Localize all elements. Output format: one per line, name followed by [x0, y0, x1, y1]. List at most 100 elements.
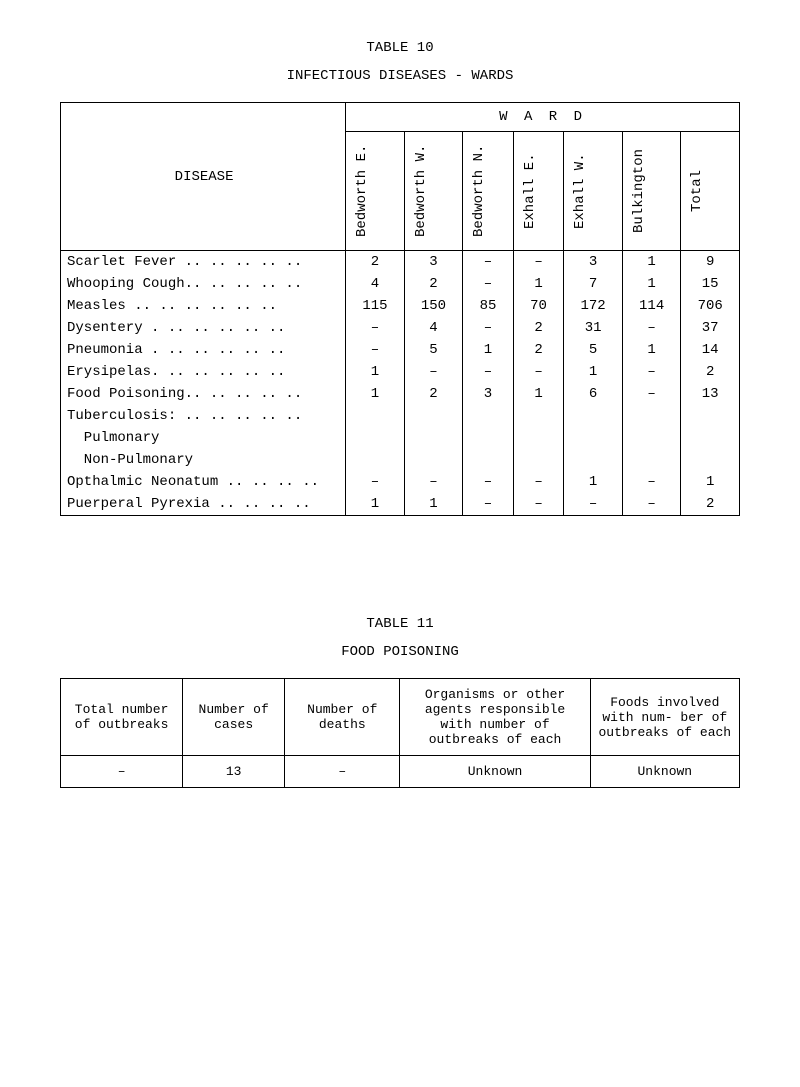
cell: –	[513, 361, 564, 383]
cell: –	[346, 339, 405, 361]
cell: Unknown	[400, 756, 590, 788]
disease-name: Pneumonia . .. .. .. .. ..	[61, 339, 346, 361]
disease-name: Puerperal Pyrexia .. .. .. ..	[61, 493, 346, 516]
cell: 2	[681, 361, 740, 383]
table-row: – 13 – Unknown Unknown	[61, 756, 740, 788]
cell: 115	[346, 295, 405, 317]
cell: 1	[622, 339, 681, 361]
cell: 37	[681, 317, 740, 339]
cell: 5	[564, 339, 623, 361]
table-row: Erysipelas. .. .. .. .. .. 1 – – – 1 – 2	[61, 361, 740, 383]
cell	[622, 405, 681, 427]
cell: 3	[404, 251, 463, 274]
table10-title: TABLE 10	[60, 40, 740, 56]
cell: –	[622, 493, 681, 516]
cell: 2	[404, 273, 463, 295]
cell	[513, 449, 564, 471]
t11-header-foods: Foods involved with num- ber of outbreak…	[590, 679, 739, 756]
disease-name: Opthalmic Neonatum .. .. .. ..	[61, 471, 346, 493]
cell: 2	[681, 493, 740, 516]
cell	[513, 405, 564, 427]
t11-header-deaths: Number of deaths	[285, 679, 400, 756]
cell: –	[622, 317, 681, 339]
disease-name: Measles .. .. .. .. .. ..	[61, 295, 346, 317]
cell	[463, 449, 514, 471]
cell: 2	[404, 383, 463, 405]
disease-name: Food Poisoning.. .. .. .. ..	[61, 383, 346, 405]
table11-subtitle: FOOD POISONING	[60, 644, 740, 660]
cell: 4	[346, 273, 405, 295]
cell: 3	[463, 383, 514, 405]
cell: 706	[681, 295, 740, 317]
cell	[564, 449, 623, 471]
cell: –	[513, 493, 564, 516]
cell	[513, 427, 564, 449]
cell: 114	[622, 295, 681, 317]
cell: –	[622, 361, 681, 383]
cell	[564, 405, 623, 427]
cell: –	[513, 251, 564, 274]
cell: 85	[463, 295, 514, 317]
cell: 9	[681, 251, 740, 274]
t11-header-outbreaks: Total number of outbreaks	[61, 679, 183, 756]
disease-name: Erysipelas. .. .. .. .. ..	[61, 361, 346, 383]
col-exhall-e: Exhall E.	[513, 132, 564, 251]
cell	[404, 405, 463, 427]
col-exhall-w: Exhall W.	[564, 132, 623, 251]
col-total: Total	[681, 132, 740, 251]
table10-subtitle: INFECTIOUS DISEASES - WARDS	[60, 68, 740, 84]
cell: 1	[681, 471, 740, 493]
table11: Total number of outbreaks Number of case…	[60, 678, 740, 788]
col-bulkington: Bulkington	[622, 132, 681, 251]
cell: 1	[564, 471, 623, 493]
cell: –	[564, 493, 623, 516]
ward-header: W A R D	[346, 103, 740, 132]
cell: 2	[346, 251, 405, 274]
cell: –	[463, 251, 514, 274]
cell: –	[346, 471, 405, 493]
cell: 1	[463, 339, 514, 361]
table-row: Food Poisoning.. .. .. .. .. 1 2 3 1 6 –…	[61, 383, 740, 405]
disease-header: DISEASE	[61, 103, 346, 251]
disease-name: Non-Pulmonary	[61, 449, 346, 471]
cell: 3	[564, 251, 623, 274]
cell: –	[513, 471, 564, 493]
cell: –	[61, 756, 183, 788]
cell	[404, 449, 463, 471]
table-row: Scarlet Fever .. .. .. .. .. 2 3 – – 3 1…	[61, 251, 740, 274]
disease-name: Pulmonary	[61, 427, 346, 449]
cell: –	[463, 471, 514, 493]
cell: 13	[681, 383, 740, 405]
cell: –	[404, 361, 463, 383]
disease-name: Dysentery . .. .. .. .. ..	[61, 317, 346, 339]
cell: –	[404, 471, 463, 493]
cell: –	[463, 317, 514, 339]
col-bedworth-n: Bedworth N.	[463, 132, 514, 251]
cell: 14	[681, 339, 740, 361]
cell: 1	[346, 383, 405, 405]
cell: 1	[346, 493, 405, 516]
disease-name: Tuberculosis: .. .. .. .. ..	[61, 405, 346, 427]
cell: 1	[404, 493, 463, 516]
cell: –	[622, 383, 681, 405]
cell: 1	[513, 273, 564, 295]
disease-name: Whooping Cough.. .. .. .. ..	[61, 273, 346, 295]
table-row: Non-Pulmonary	[61, 449, 740, 471]
cell: 7	[564, 273, 623, 295]
cell	[404, 427, 463, 449]
disease-name: Scarlet Fever .. .. .. .. ..	[61, 251, 346, 274]
cell	[622, 449, 681, 471]
cell: 150	[404, 295, 463, 317]
col-bedworth-e: Bedworth E.	[346, 132, 405, 251]
cell: Unknown	[590, 756, 739, 788]
cell: 6	[564, 383, 623, 405]
cell	[681, 449, 740, 471]
cell: –	[622, 471, 681, 493]
cell: 1	[346, 361, 405, 383]
table-row: Measles .. .. .. .. .. .. 115 150 85 70 …	[61, 295, 740, 317]
col-bedworth-w: Bedworth W.	[404, 132, 463, 251]
cell: 1	[622, 251, 681, 274]
cell: 13	[183, 756, 285, 788]
cell	[346, 427, 405, 449]
cell: 2	[513, 317, 564, 339]
